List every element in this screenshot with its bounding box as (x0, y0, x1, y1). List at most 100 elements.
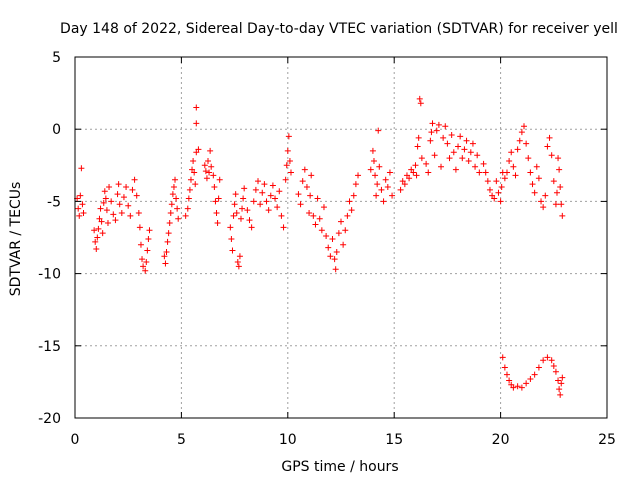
data-point (210, 172, 217, 179)
y-tick-label: -20 (38, 411, 61, 427)
data-point (282, 176, 289, 183)
data-point (514, 146, 521, 153)
data-point (211, 183, 218, 190)
data-point (476, 169, 483, 176)
data-point (263, 198, 270, 205)
data-point (329, 235, 336, 242)
data-point (355, 172, 362, 179)
data-point (503, 371, 510, 378)
data-point (552, 201, 559, 208)
data-point (512, 172, 519, 179)
data-point (102, 195, 109, 202)
y-tick-label: -10 (38, 267, 61, 283)
data-point (94, 234, 101, 241)
data-point (76, 212, 83, 219)
data-point (416, 95, 423, 102)
data-point (278, 212, 285, 219)
data-point (312, 221, 319, 228)
data-point (444, 140, 451, 147)
data-point (193, 120, 200, 127)
x-tick-label: 25 (598, 432, 616, 448)
data-point (100, 199, 107, 206)
data-point (327, 253, 334, 260)
data-point (110, 211, 117, 218)
data-point (136, 224, 143, 231)
data-point (501, 175, 508, 182)
data-point (446, 155, 453, 162)
data-point (525, 155, 532, 162)
data-point (161, 253, 168, 260)
data-point (252, 186, 259, 193)
data-point (486, 186, 493, 193)
data-point (344, 212, 351, 219)
data-point (546, 134, 553, 141)
data-point (106, 183, 113, 190)
data-point (233, 209, 240, 216)
data-point (556, 166, 563, 173)
x-axis-title: GPS time / hours (281, 459, 398, 475)
data-point (162, 260, 169, 267)
data-point (508, 149, 515, 156)
data-point (169, 191, 176, 198)
data-point (185, 195, 192, 202)
data-point (101, 188, 108, 195)
data-point (413, 172, 420, 179)
data-point (212, 198, 219, 205)
plot-frame (74, 56, 608, 419)
data-point (118, 209, 125, 216)
data-point (510, 163, 517, 170)
data-point (431, 152, 438, 159)
data-point (375, 127, 382, 134)
data-point (323, 233, 330, 240)
data-point (175, 215, 182, 222)
data-point (518, 129, 525, 136)
data-point (552, 368, 559, 375)
data-point (433, 127, 440, 134)
data-point (498, 183, 505, 190)
data-point (367, 166, 374, 173)
data-point (202, 168, 209, 175)
data-point (269, 182, 276, 189)
data-point (406, 175, 413, 182)
data-point (213, 209, 220, 216)
data-point (173, 195, 180, 202)
data-point (527, 376, 534, 383)
data-point (333, 248, 340, 255)
data-point (112, 217, 119, 224)
data-point (495, 189, 502, 196)
data-point (144, 247, 151, 254)
data-point (231, 201, 238, 208)
data-point (491, 195, 498, 202)
data-point (167, 209, 174, 216)
data-point (531, 371, 538, 378)
data-point (342, 227, 349, 234)
data-point (559, 374, 566, 381)
data-point (523, 140, 530, 147)
data-point (348, 207, 355, 214)
data-point (414, 143, 421, 150)
data-point (469, 140, 476, 147)
data-point (518, 384, 525, 391)
data-point (265, 207, 272, 214)
data-point (442, 123, 449, 130)
data-point (459, 155, 466, 162)
data-point (438, 163, 445, 170)
data-point (427, 137, 434, 144)
data-point (450, 149, 457, 156)
data-point (284, 147, 291, 154)
data-point (115, 181, 122, 188)
data-point (542, 192, 549, 199)
data-point (143, 259, 150, 266)
data-point (506, 377, 513, 384)
data-point (308, 172, 315, 179)
data-point (428, 129, 435, 136)
data-point (214, 220, 221, 227)
data-point (557, 183, 564, 190)
data-point (216, 176, 223, 183)
data-point (314, 195, 321, 202)
data-point (310, 212, 317, 219)
data-point (215, 195, 222, 202)
data-point (559, 212, 566, 219)
data-point (325, 244, 332, 251)
data-point (236, 253, 243, 260)
